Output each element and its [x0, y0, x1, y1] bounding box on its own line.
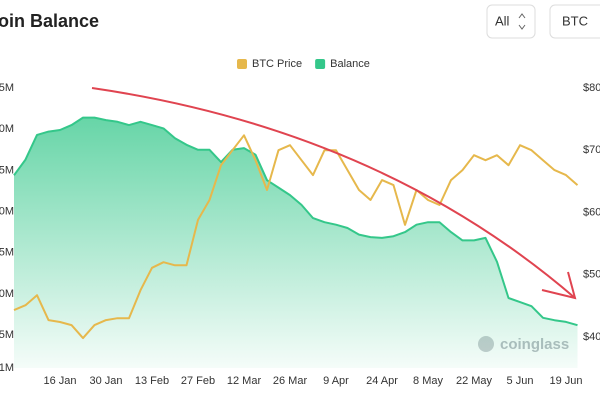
- legend-label: Balance: [330, 58, 370, 70]
- legend-swatch: [237, 59, 247, 69]
- y-tick-label: 0M: [0, 288, 14, 300]
- legend-swatch: [315, 59, 326, 69]
- x-tick-label: 5 Jun: [507, 375, 534, 387]
- y2-tick-label: $40: [583, 331, 600, 343]
- y2-tick-label: $60: [583, 206, 600, 218]
- y-tick-label: 0M: [0, 205, 14, 217]
- y2-tick-label: $70: [583, 144, 600, 156]
- x-tick-label: 16 Jan: [43, 375, 76, 387]
- y-tick-label: 5M: [0, 247, 14, 259]
- select-icon: [518, 13, 526, 30]
- legend-label: BTC Price: [252, 58, 302, 70]
- coin-button[interactable]: [549, 4, 600, 39]
- y-tick-label: 0M: [0, 123, 14, 135]
- trend-arrow: [91, 87, 576, 299]
- y2-tick-label: $80: [583, 82, 600, 94]
- y-tick-label: 5M: [0, 329, 14, 341]
- x-tick-label: 8 May: [413, 375, 443, 387]
- page-title: oin Balance: [0, 11, 99, 31]
- range-label: All: [495, 13, 510, 28]
- y-tick-label: 5M: [0, 164, 14, 176]
- range-button[interactable]: [486, 4, 536, 39]
- x-tick-label: 27 Feb: [181, 375, 215, 387]
- x-tick-label: 26 Mar: [273, 375, 308, 387]
- trend-arrowhead: [541, 271, 577, 300]
- coin-label: BTC: [562, 13, 588, 28]
- x-tick-label: 19 Jun: [549, 375, 582, 387]
- x-tick-label: 9 Apr: [323, 375, 349, 387]
- balance-area: [14, 117, 578, 368]
- series-line: [13, 116, 578, 327]
- series-line: [13, 134, 579, 340]
- x-tick-label: 22 May: [456, 375, 493, 387]
- x-tick-label: 30 Jan: [89, 375, 122, 387]
- y2-tick-label: $50: [583, 269, 600, 281]
- x-tick-label: 24 Apr: [366, 375, 398, 387]
- x-tick-label: 12 Mar: [227, 375, 262, 387]
- y-tick-label: 5M: [0, 82, 14, 94]
- y-tick-label: 1M: [0, 362, 14, 374]
- x-tick-label: 13 Feb: [135, 375, 169, 387]
